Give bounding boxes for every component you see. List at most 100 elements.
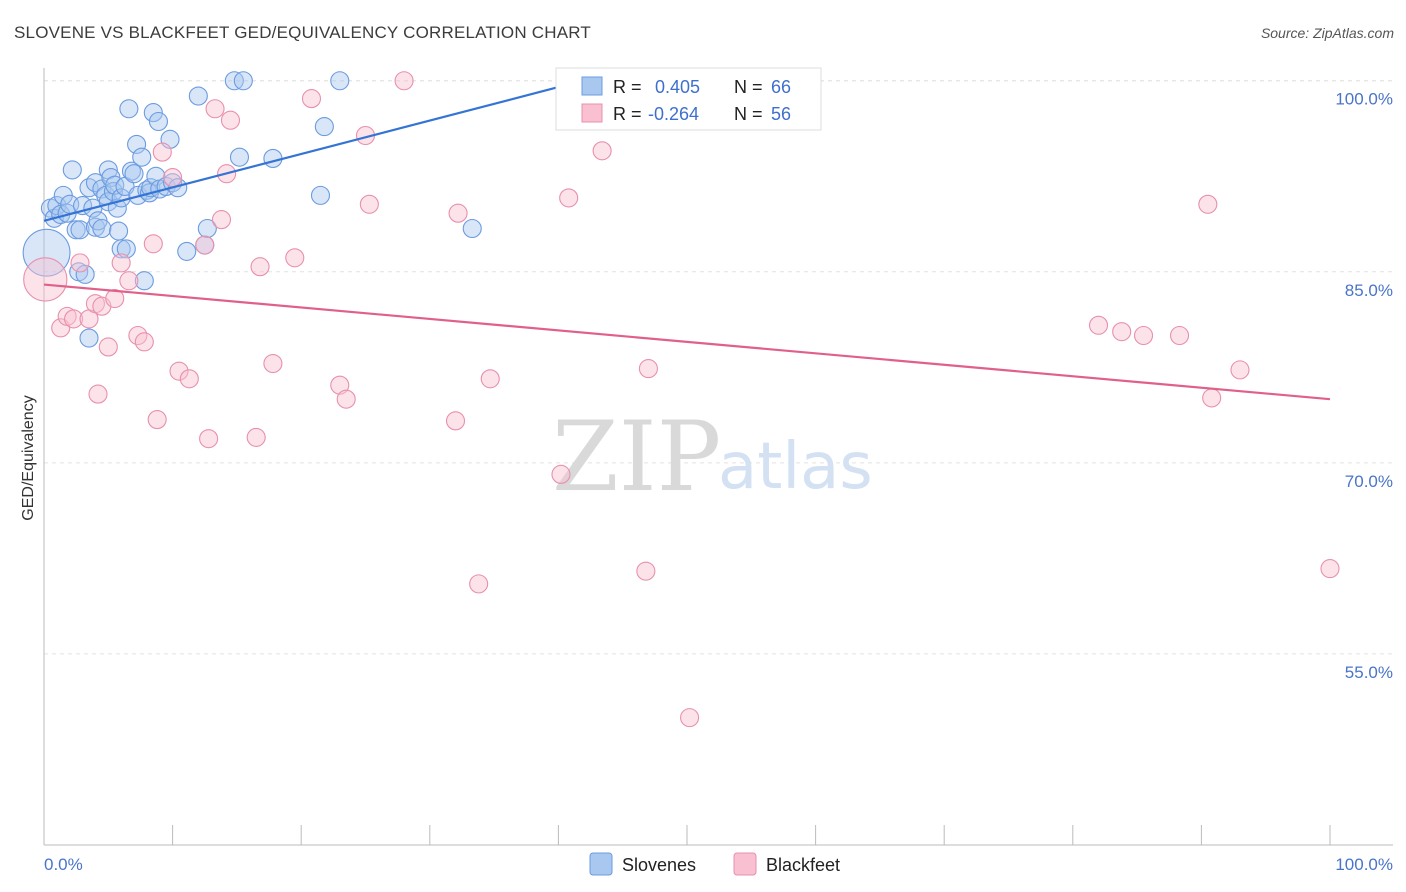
slovenes-point <box>124 164 144 184</box>
legend-n-label-slovenes: N = <box>734 77 763 97</box>
slovenes-point <box>233 71 253 91</box>
blackfeet-point <box>111 253 131 273</box>
x-tick-label-max: 100.0% <box>1335 855 1393 874</box>
slovenes-points <box>22 71 482 348</box>
blackfeet-point <box>179 369 199 389</box>
blackfeet-point <box>205 99 225 119</box>
slovenes-point <box>188 86 208 106</box>
blackfeet-point <box>638 359 658 379</box>
blackfeet-point <box>330 375 350 395</box>
blackfeet-point <box>1169 325 1190 346</box>
slovenes-point <box>132 147 152 167</box>
blackfeet-point <box>448 203 468 223</box>
y-tick-labels: 55.0% 70.0% 85.0% 100.0% <box>1335 90 1393 682</box>
blackfeet-point <box>250 257 270 277</box>
slovenes-point <box>197 218 217 239</box>
blackfeet-point <box>285 248 305 268</box>
legend-swatch-slovenes <box>581 76 603 96</box>
slovenes-point <box>119 99 139 119</box>
blackfeet-point <box>152 142 172 162</box>
blackfeet-point <box>143 234 163 254</box>
slovenes-point <box>121 161 141 181</box>
blackfeet-point <box>195 235 215 255</box>
slovenes-point <box>143 103 163 123</box>
blackfeet-point <box>336 389 356 409</box>
blackfeet-point <box>1112 322 1132 342</box>
slovenes-point <box>109 221 129 241</box>
legend-r-value-blackfeet: -0.264 <box>648 104 699 124</box>
legend-swatch-blackfeet <box>581 103 603 123</box>
y-tick-label: 85.0% <box>1345 281 1393 300</box>
y-tick-label: 70.0% <box>1345 472 1393 491</box>
watermark: ZIP atlas <box>552 401 873 513</box>
slovenes-trend-line <box>43 86 559 222</box>
blackfeet-point <box>64 309 84 329</box>
x-tick-label-min: 0.0% <box>44 855 83 874</box>
slovenes-point <box>146 166 166 186</box>
trend-lines <box>43 86 1331 401</box>
slovenes-point <box>177 241 197 261</box>
blackfeet-trend-line <box>43 283 1331 401</box>
y-tick-label: 55.0% <box>1345 663 1393 682</box>
axes <box>43 68 1393 846</box>
blackfeet-point <box>551 464 571 484</box>
slovenes-point <box>263 148 283 168</box>
bottom-legend-swatch-blackfeet <box>733 852 757 876</box>
series-legend: Slovenes Blackfeet <box>589 852 840 876</box>
blackfeet-point <box>1088 315 1109 335</box>
blackfeet-point <box>169 361 189 381</box>
slovenes-point <box>148 111 169 132</box>
slovenes-point <box>229 147 250 167</box>
slovenes-point <box>310 185 331 205</box>
slovenes-point <box>330 71 350 91</box>
legend-r-label-slovenes: R = <box>613 77 642 97</box>
blackfeet-point <box>147 410 167 430</box>
slovenes-point <box>111 239 131 259</box>
slovenes-point <box>92 218 112 239</box>
blackfeet-point <box>263 353 283 374</box>
bottom-legend-label-slovenes: Slovenes <box>622 855 696 875</box>
slovenes-point <box>462 218 482 239</box>
watermark-atlas: atlas <box>718 430 873 504</box>
blackfeet-point <box>134 332 154 352</box>
blackfeet-point <box>23 257 68 302</box>
slovenes-point <box>79 328 99 348</box>
blackfeet-point <box>199 429 219 449</box>
legend-n-value-slovenes: 66 <box>771 77 791 97</box>
y-tick-label: 100.0% <box>1335 90 1393 109</box>
blackfeet-point <box>220 110 241 130</box>
blackfeet-point <box>301 89 322 109</box>
blackfeet-point <box>1320 559 1340 579</box>
blackfeet-point <box>1198 194 1218 214</box>
slovenes-point <box>105 175 125 195</box>
slovenes-point <box>314 117 334 137</box>
blackfeet-point <box>1230 360 1250 380</box>
gridlines <box>44 80 1393 655</box>
blackfeet-point <box>70 253 90 273</box>
correlation-legend: R = 0.405 N = 66 R = -0.264 N = 56 <box>555 67 822 131</box>
legend-n-value-blackfeet: 56 <box>771 104 791 124</box>
slovenes-point <box>127 134 147 154</box>
blackfeet-points <box>23 71 1340 728</box>
blackfeet-point <box>359 194 379 214</box>
blackfeet-point <box>163 167 183 188</box>
slovenes-point <box>62 160 82 180</box>
x-tick-labels: 0.0% 100.0% <box>44 855 1393 874</box>
legend-r-value-slovenes: 0.405 <box>655 77 700 97</box>
blackfeet-point <box>88 384 108 404</box>
chart-source: Source: ZipAtlas.com <box>1260 25 1394 41</box>
blackfeet-point <box>1133 325 1154 346</box>
blackfeet-point <box>1202 388 1222 408</box>
blackfeet-point <box>98 337 118 357</box>
blackfeet-point <box>592 141 612 161</box>
blackfeet-point <box>246 427 266 447</box>
legend-n-label-blackfeet: N = <box>734 104 763 124</box>
slovenes-point <box>134 271 154 291</box>
blackfeet-point <box>119 271 139 291</box>
blackfeet-point <box>559 188 579 208</box>
bottom-legend-swatch-slovenes <box>589 852 613 876</box>
watermark-zip: ZIP <box>552 401 721 513</box>
slovenes-point <box>75 264 95 284</box>
blackfeet-point <box>469 574 489 594</box>
